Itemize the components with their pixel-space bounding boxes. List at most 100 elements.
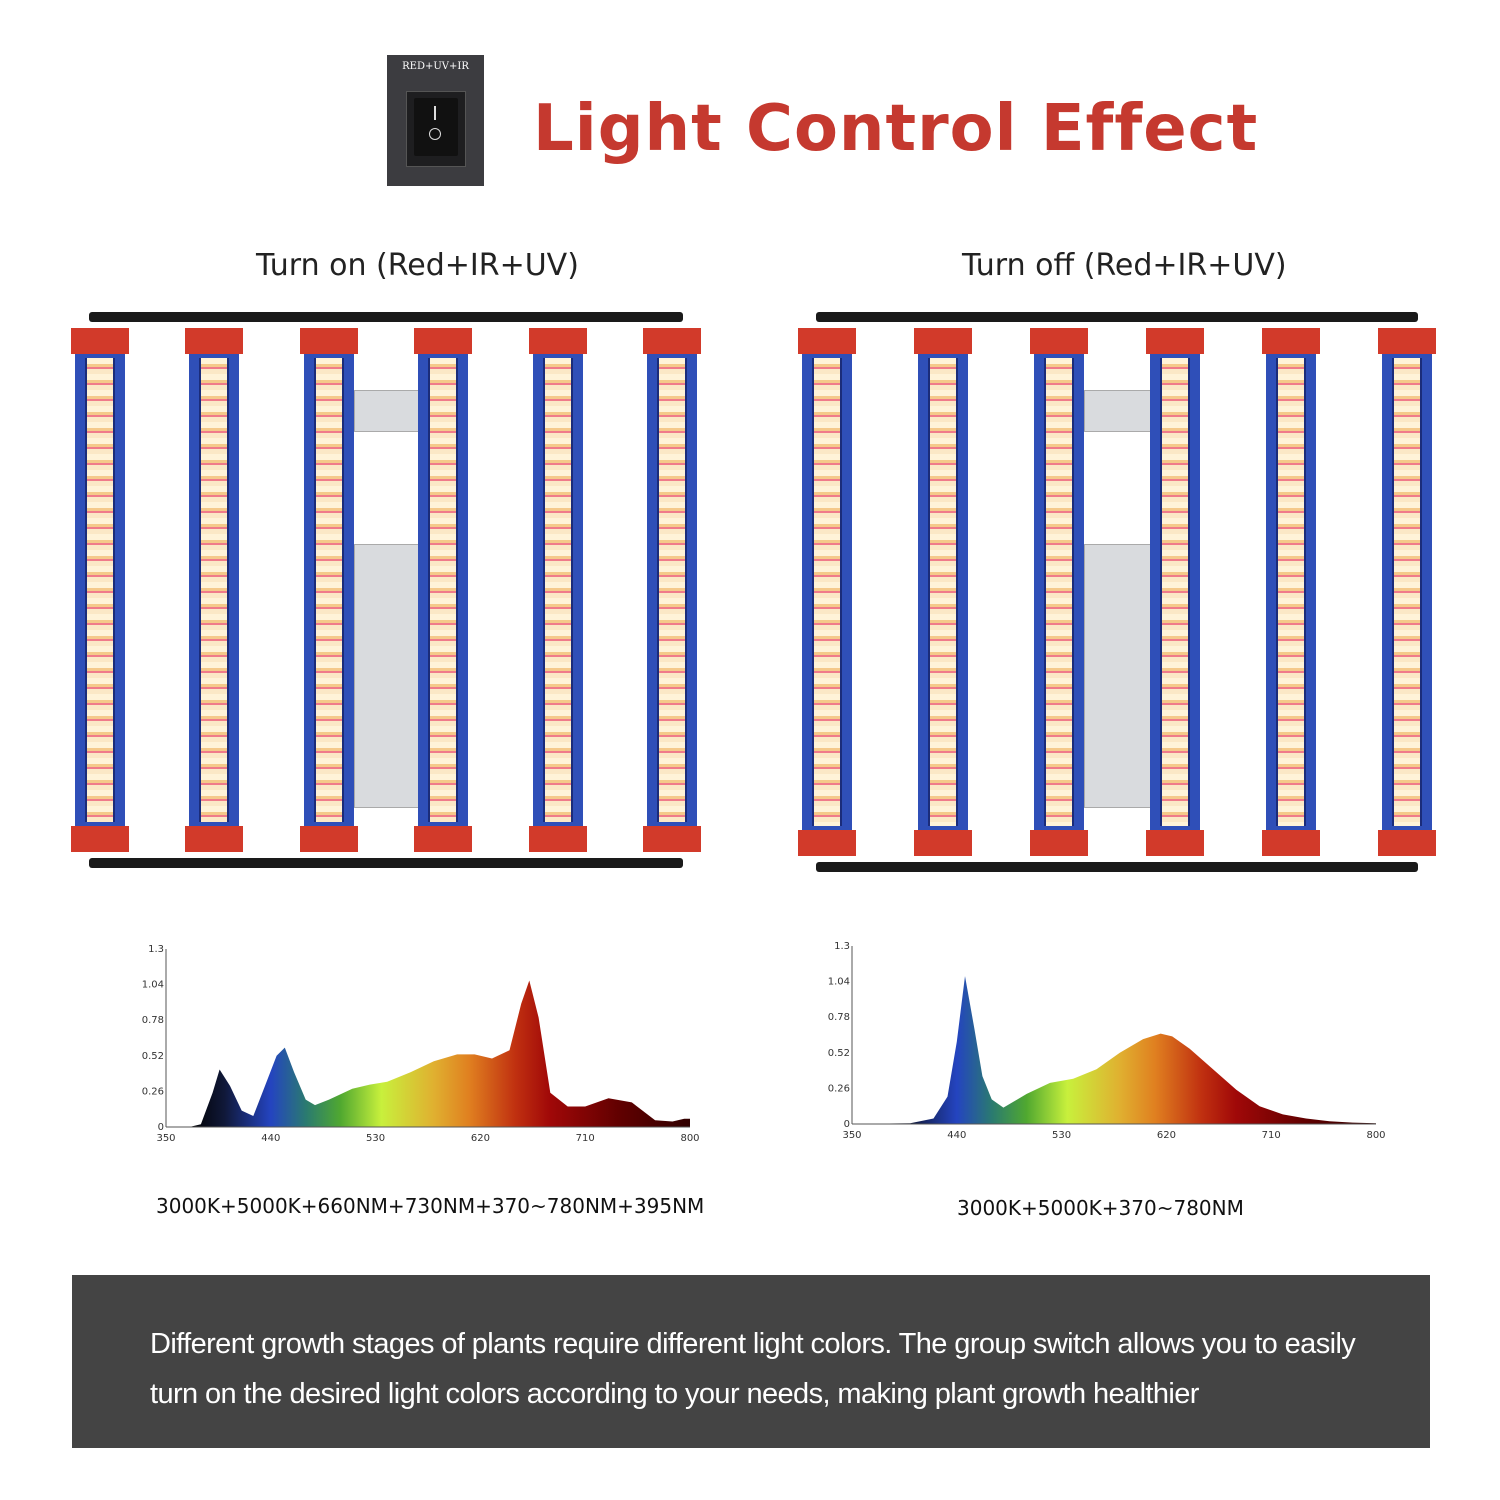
led-strip: [812, 358, 842, 826]
top-rail: [816, 312, 1418, 322]
led-strip: [313, 358, 344, 822]
bar-cap-top: [1262, 328, 1320, 354]
x-tick-label: 800: [1366, 1130, 1385, 1141]
on-symbol-icon: [434, 106, 436, 120]
led-strip: [657, 358, 687, 822]
bar-cap-bottom: [914, 830, 972, 856]
led-strip: [1276, 358, 1306, 826]
bar-cap-bottom: [71, 826, 129, 852]
bar-cap-bottom: [299, 826, 358, 852]
bar-cap-bottom: [1378, 830, 1436, 856]
bar-cap-bottom: [798, 830, 856, 856]
bar-cap-top: [798, 328, 856, 354]
bar-cap-top: [1030, 328, 1088, 354]
y-tick-label: 0.26: [828, 1083, 850, 1094]
bar-cap-bottom: [1146, 830, 1204, 856]
led-strip: [1160, 358, 1190, 826]
bar-cap-top: [528, 328, 587, 354]
right-spec-text: 3000K+5000K+370~780NM: [957, 1196, 1244, 1220]
bottom-rail: [89, 858, 683, 868]
led-bar: [1378, 328, 1436, 856]
x-tick-label: 440: [947, 1130, 966, 1141]
grow-light-on-photo: [71, 312, 701, 868]
y-tick-label: 0.26: [142, 1086, 164, 1097]
y-tick-label: 0: [844, 1119, 850, 1130]
x-tick-label: 440: [261, 1133, 280, 1144]
y-tick-label: 0.78: [142, 1015, 164, 1026]
led-bar: [71, 328, 129, 852]
led-bar: [914, 328, 972, 856]
bar-cap-bottom: [1262, 830, 1320, 856]
bar-cap-top: [299, 328, 358, 354]
x-tick-label: 620: [1157, 1130, 1176, 1141]
led-bar: [1146, 328, 1204, 856]
driver-box-top: [1084, 390, 1152, 432]
footer-banner: Different growth stages of plants requir…: [72, 1275, 1430, 1448]
spectrum-chart-off: 350 440 530 620 710 800 0 0.26 0.52 0.78 1.04 1.3: [828, 941, 1386, 1141]
y-tick-label: 0.52: [142, 1051, 164, 1062]
off-symbol-icon: [429, 128, 441, 140]
led-bar: [1262, 328, 1320, 856]
led-strip: [428, 358, 459, 822]
led-bar: [1030, 328, 1088, 856]
spectrum-area: [852, 976, 1376, 1124]
x-tick-label: 620: [471, 1133, 490, 1144]
led-strip: [1044, 358, 1074, 826]
top-rail: [89, 312, 683, 322]
switch-label: RED+UV+IR: [402, 61, 469, 72]
bottom-rail: [816, 862, 1418, 872]
led-bar: [299, 328, 358, 852]
y-tick-label: 1.3: [148, 944, 164, 955]
page-title: Light Control Effect: [533, 92, 1259, 166]
x-tick-label: 710: [576, 1133, 595, 1144]
bar-cap-bottom: [643, 826, 701, 852]
right-subtitle: Turn off (Red+IR+UV): [962, 248, 1287, 283]
driver-box: [1084, 544, 1152, 808]
x-tick-label: 530: [1052, 1130, 1071, 1141]
bar-cap-top: [914, 328, 972, 354]
y-tick-label: 0: [158, 1122, 164, 1133]
led-strip: [199, 358, 230, 822]
y-tick-label: 0.78: [828, 1012, 850, 1023]
led-bar: [185, 328, 244, 852]
y-tick-label: 1.04: [828, 977, 850, 988]
left-spec-text: 3000K+5000K+660NM+730NM+370~780NM+395NM: [156, 1194, 705, 1218]
led-strip: [1392, 358, 1422, 826]
bar-cap-top: [71, 328, 129, 354]
grow-light-off-photo: [798, 312, 1436, 872]
bar-cap-top: [1378, 328, 1436, 354]
led-bar: [643, 328, 701, 852]
led-bar: [414, 328, 473, 852]
bar-cap-top: [185, 328, 244, 354]
bar-cap-bottom: [185, 826, 244, 852]
footer-text: Different growth stages of plants requir…: [150, 1328, 1356, 1410]
driver-box: [353, 544, 421, 808]
led-bar: [798, 328, 856, 856]
left-subtitle: Turn on (Red+IR+UV): [256, 248, 579, 283]
x-tick-label: 350: [156, 1133, 175, 1144]
bar-cap-top: [643, 328, 701, 354]
led-strip: [85, 358, 115, 822]
y-tick-label: 0.52: [828, 1048, 850, 1059]
bar-cap-top: [1146, 328, 1204, 354]
spectrum-chart-on: 350 440 530 620 710 800 0 0.26 0.52 0.78 1.04 1.3: [142, 944, 700, 1144]
rocker-switch-icon: [406, 91, 466, 167]
bar-cap-bottom: [528, 826, 587, 852]
x-tick-label: 350: [842, 1130, 861, 1141]
led-strip: [542, 358, 573, 822]
led-bar: [528, 328, 587, 852]
y-tick-label: 1.3: [834, 941, 850, 952]
bar-cap-bottom: [1030, 830, 1088, 856]
driver-box-top: [353, 390, 421, 432]
bar-cap-top: [414, 328, 473, 354]
rocker: [414, 98, 458, 156]
spectrum-area: [166, 980, 690, 1127]
x-tick-label: 710: [1262, 1130, 1281, 1141]
bar-cap-bottom: [414, 826, 473, 852]
y-tick-label: 1.04: [142, 980, 164, 991]
x-tick-label: 530: [366, 1133, 385, 1144]
group-switch-photo: RED+UV+IR: [387, 55, 484, 186]
led-strip: [928, 358, 958, 826]
x-tick-label: 800: [680, 1133, 699, 1144]
